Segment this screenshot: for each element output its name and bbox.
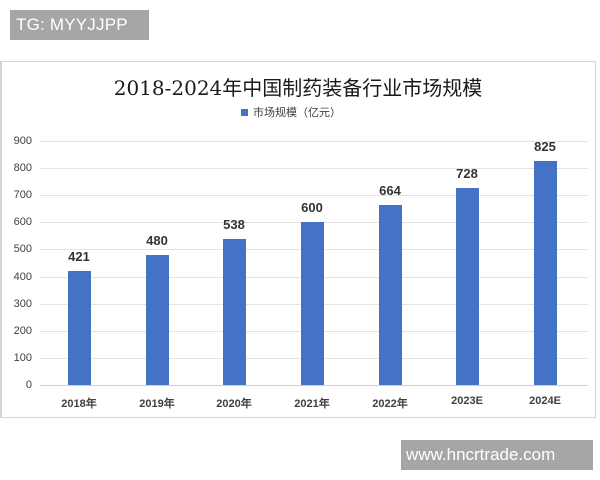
y-tick-label: 300: [13, 297, 32, 310]
x-tick-label: 2019年: [139, 398, 175, 410]
y-tick-label: 900: [13, 135, 32, 147]
bar: [145, 254, 169, 385]
chart-title: 2018-2024年中国制药装备行业市场规模: [113, 76, 483, 100]
x-tick-label: 2018年: [61, 398, 97, 410]
x-tick-label: 2020年: [216, 398, 252, 410]
y-tick-label: 0: [25, 379, 32, 391]
bar-value-label: 664: [379, 182, 401, 198]
watermark-tg: TG: MYYJJPP: [10, 10, 149, 40]
y-tick-label: 800: [13, 162, 32, 175]
bar-value-label: 480: [146, 232, 168, 248]
gridline: [40, 141, 588, 142]
x-axis-line: [40, 385, 588, 386]
bar: [67, 270, 91, 385]
legend-swatch-icon: [241, 108, 248, 116]
bar-value-label: 421: [68, 248, 90, 264]
y-tick-label: 700: [13, 189, 32, 202]
chart-legend: 市场规模（亿元）: [241, 104, 341, 120]
y-tick-label: 200: [13, 324, 32, 337]
x-tick-label: 2021年: [294, 398, 330, 410]
bar-value-label: 825: [534, 139, 556, 155]
x-tick-label: 2022年: [372, 398, 408, 410]
x-tick-label: 2024E: [529, 395, 561, 407]
gridline: [40, 168, 588, 169]
bar-value-label: 600: [301, 200, 323, 216]
y-tick-label: 400: [13, 270, 32, 283]
bar-value-label: 538: [223, 217, 245, 233]
y-tick-label: 100: [13, 351, 32, 364]
legend-label: 市场规模（亿元）: [253, 107, 341, 119]
bar: [222, 239, 246, 385]
x-tick-label: 2023E: [451, 395, 483, 407]
bar: [378, 204, 402, 385]
bar: [300, 222, 324, 385]
y-tick-label: 600: [13, 216, 32, 229]
bar: [455, 187, 479, 385]
y-tick-label: 500: [13, 243, 32, 256]
watermark-site: www.hncrtrade.com: [401, 440, 593, 470]
gridline: [40, 195, 588, 196]
bar-value-label: 728: [456, 165, 478, 181]
bar: [533, 161, 557, 385]
